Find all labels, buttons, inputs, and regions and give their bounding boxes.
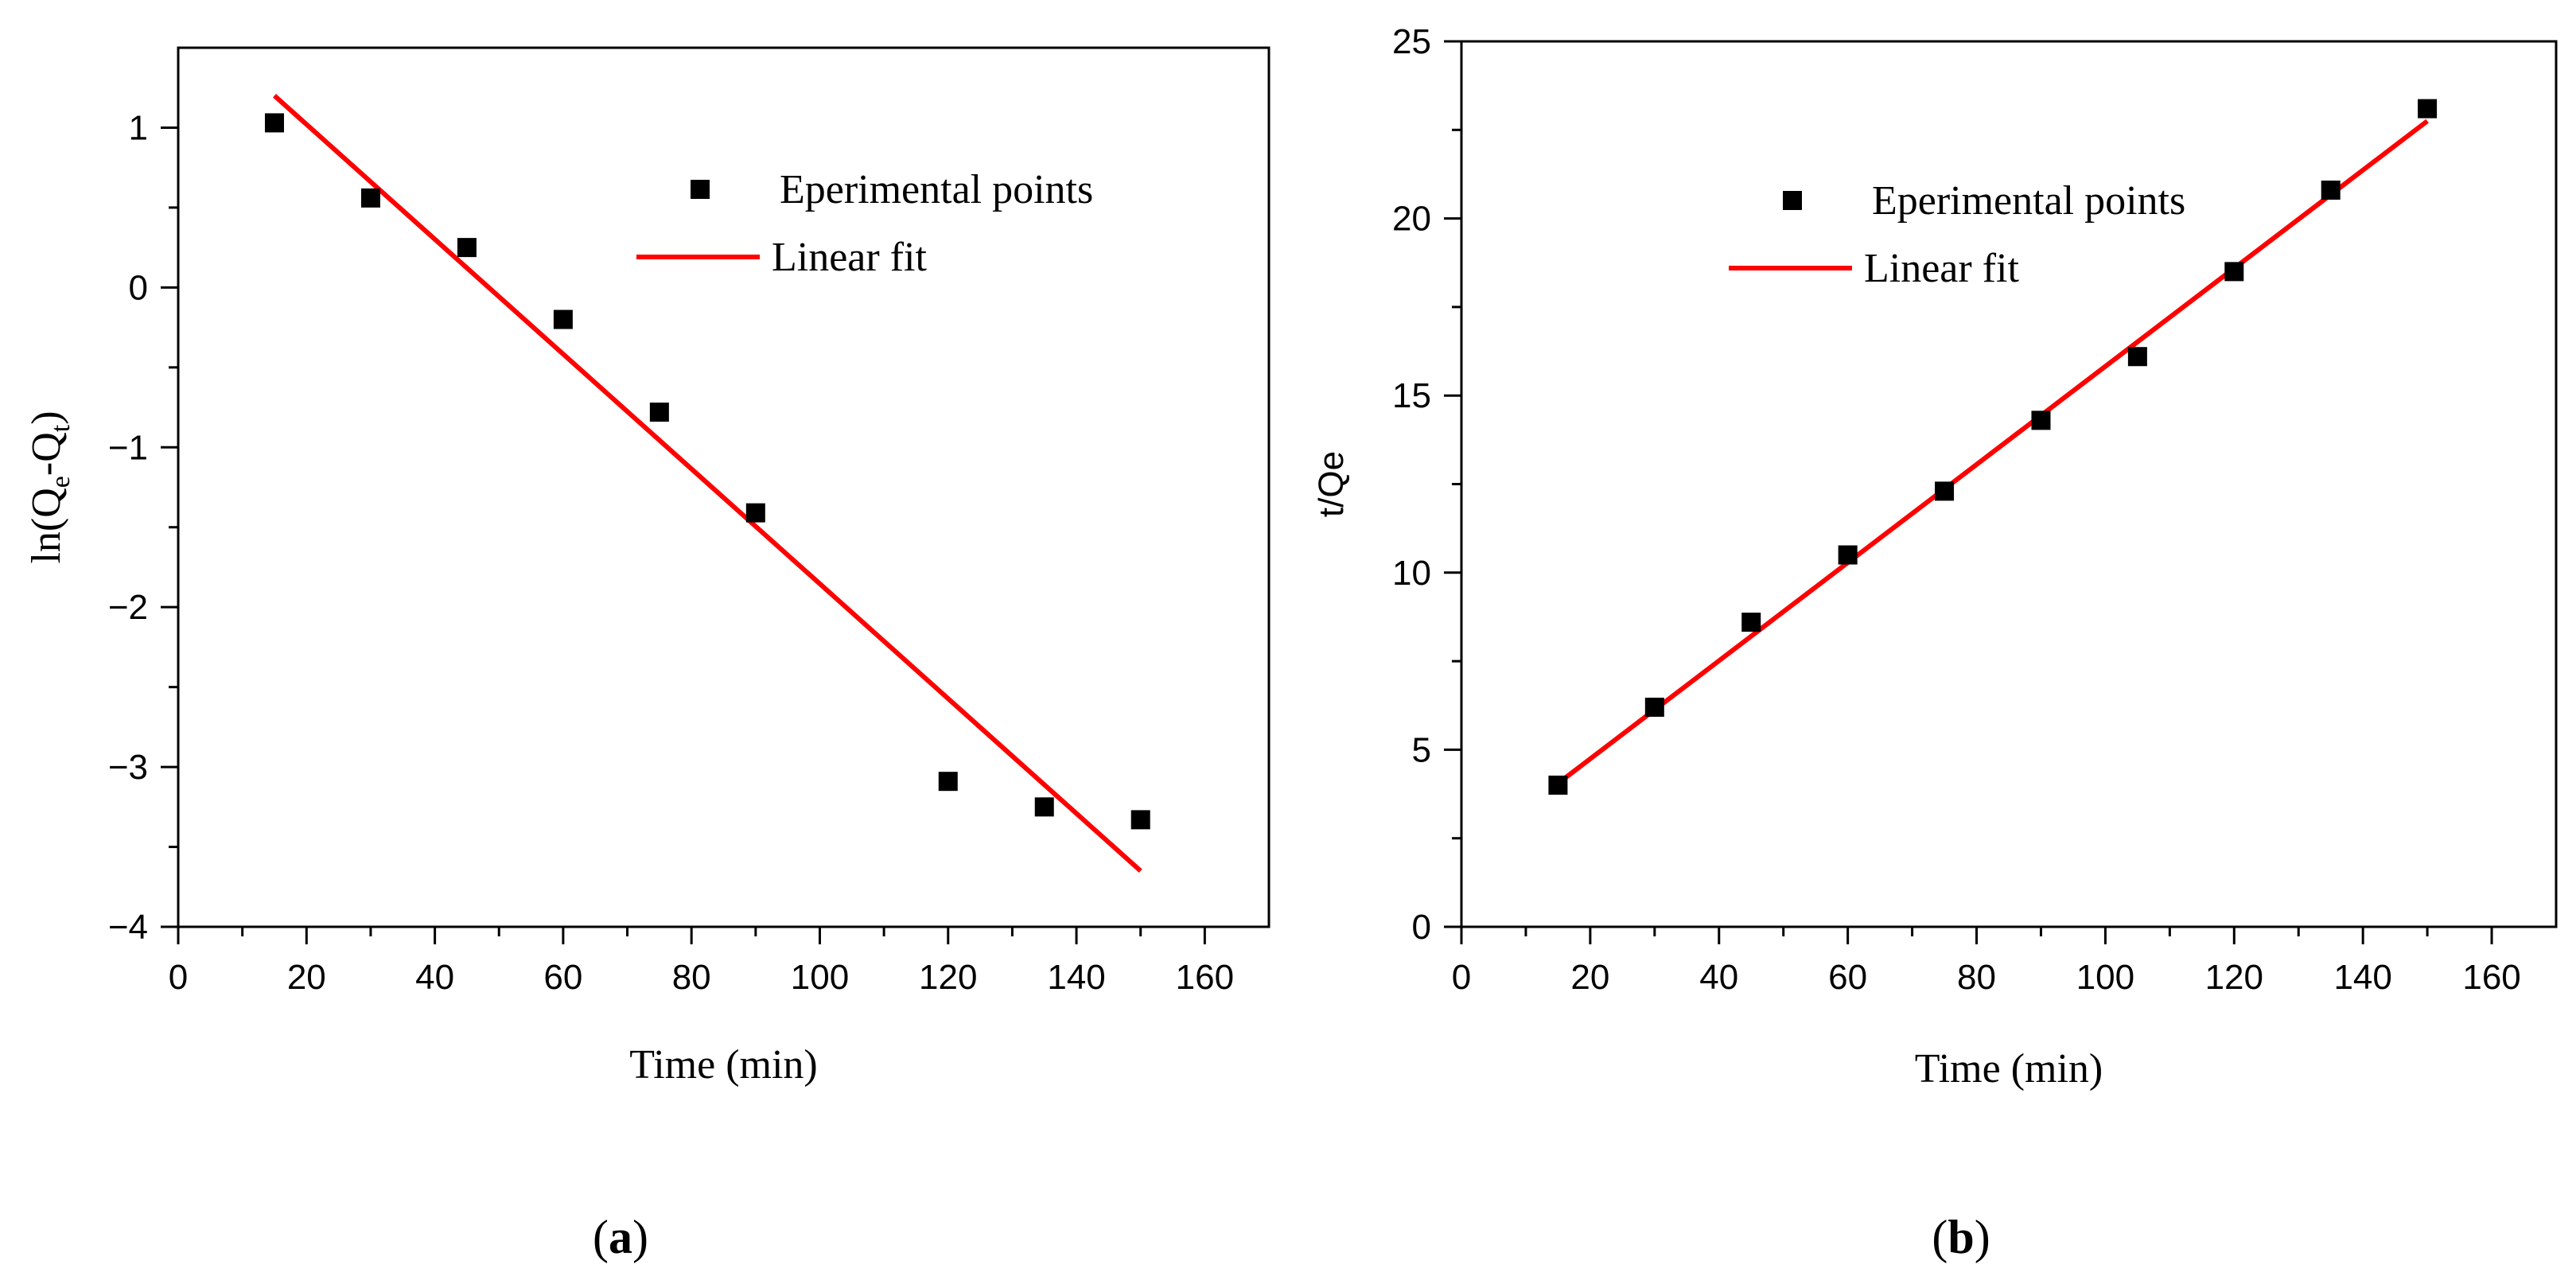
data-point <box>2321 180 2341 200</box>
plot-frame <box>1460 40 2558 928</box>
y-tick-label: 1 <box>129 108 148 147</box>
y-tick-label: −3 <box>108 748 148 787</box>
x-tick-label: 120 <box>919 958 977 997</box>
legend-marker-points <box>691 180 710 199</box>
data-point <box>2127 347 2147 367</box>
plot-frame <box>177 46 1270 928</box>
data-point <box>1644 697 1664 717</box>
chart-panel-b: 0 20 40 60 80 100 120 140 160 0 5 10 15 20 25 Eperiment… <box>1312 22 2558 1263</box>
data-point <box>1548 775 1568 795</box>
x-tick-label: 40 <box>1699 958 1738 997</box>
data-point <box>649 403 669 422</box>
x-axis-label: Time (min) <box>629 1042 817 1088</box>
x-tick-label: 40 <box>415 958 454 997</box>
x-tick-label: 0 <box>169 958 188 997</box>
data-point <box>1741 613 1761 632</box>
x-tick-label: 160 <box>2462 958 2520 997</box>
y-tick-label: 15 <box>1392 376 1431 415</box>
legend-marker-points <box>1783 191 1802 210</box>
y-tick-label: 25 <box>1392 22 1431 61</box>
data-point <box>1838 545 1858 565</box>
data-point <box>553 309 573 329</box>
legend-label-line: Linear fit <box>1864 246 2019 291</box>
x-tick-label: 60 <box>543 958 582 997</box>
y-axis-label: ln(Qe-Qt) <box>24 411 76 563</box>
chart-panel-a: 0 20 40 60 80 100 120 140 160 −4 −3 −2 −1 0 1 Eperiment… <box>24 46 1270 1263</box>
x-tick-label: 0 <box>1452 958 1471 997</box>
x-tick-label: 80 <box>1957 958 1996 997</box>
legend: Eperimental points Linear fit <box>636 167 1093 280</box>
x-axis-label: Time (min) <box>1915 1046 2103 1091</box>
y-axis-label: t/Qe <box>1312 451 1351 517</box>
data-point <box>2224 262 2244 282</box>
x-tick-label: 20 <box>287 958 326 997</box>
data-point <box>264 113 284 133</box>
legend-label-points: Eperimental points <box>780 167 1093 212</box>
panel-label: (a) <box>593 1211 648 1263</box>
x-tick-label: 120 <box>2205 958 2263 997</box>
y-tick-label: 0 <box>1412 908 1431 947</box>
data-point <box>2031 411 2051 430</box>
data-point <box>2418 99 2438 119</box>
x-tick-label: 160 <box>1176 958 1234 997</box>
data-point <box>457 238 477 258</box>
x-tick-label: 100 <box>2076 958 2134 997</box>
linear-fit-line <box>1556 119 2429 786</box>
x-tick-label: 20 <box>1570 958 1609 997</box>
data-point <box>360 188 380 208</box>
legend: Eperimental points Linear fit <box>1729 178 2185 291</box>
legend-label-line: Linear fit <box>772 235 927 280</box>
x-tick-label: 140 <box>2333 958 2391 997</box>
y-tick-label: 5 <box>1412 730 1431 769</box>
y-tick-label: −2 <box>108 588 148 627</box>
x-tick-label: 140 <box>1047 958 1105 997</box>
y-tick-label: 20 <box>1392 200 1431 239</box>
data-point <box>1130 810 1150 830</box>
data-point <box>1034 797 1054 817</box>
x-tick-label: 80 <box>672 958 711 997</box>
linear-fit-line <box>272 94 1142 873</box>
data-point <box>1935 481 1955 501</box>
y-tick-label: −1 <box>108 428 148 467</box>
x-tick-label: 60 <box>1828 958 1867 997</box>
y-tick-label: 10 <box>1392 554 1431 593</box>
data-point <box>745 503 765 523</box>
y-tick-label: −4 <box>108 908 148 947</box>
panel-label: (b) <box>1932 1211 1990 1263</box>
x-tick-label: 100 <box>791 958 849 997</box>
data-point <box>938 772 958 792</box>
legend-label-points: Eperimental points <box>1872 178 2185 224</box>
y-tick-label: 0 <box>129 268 148 307</box>
